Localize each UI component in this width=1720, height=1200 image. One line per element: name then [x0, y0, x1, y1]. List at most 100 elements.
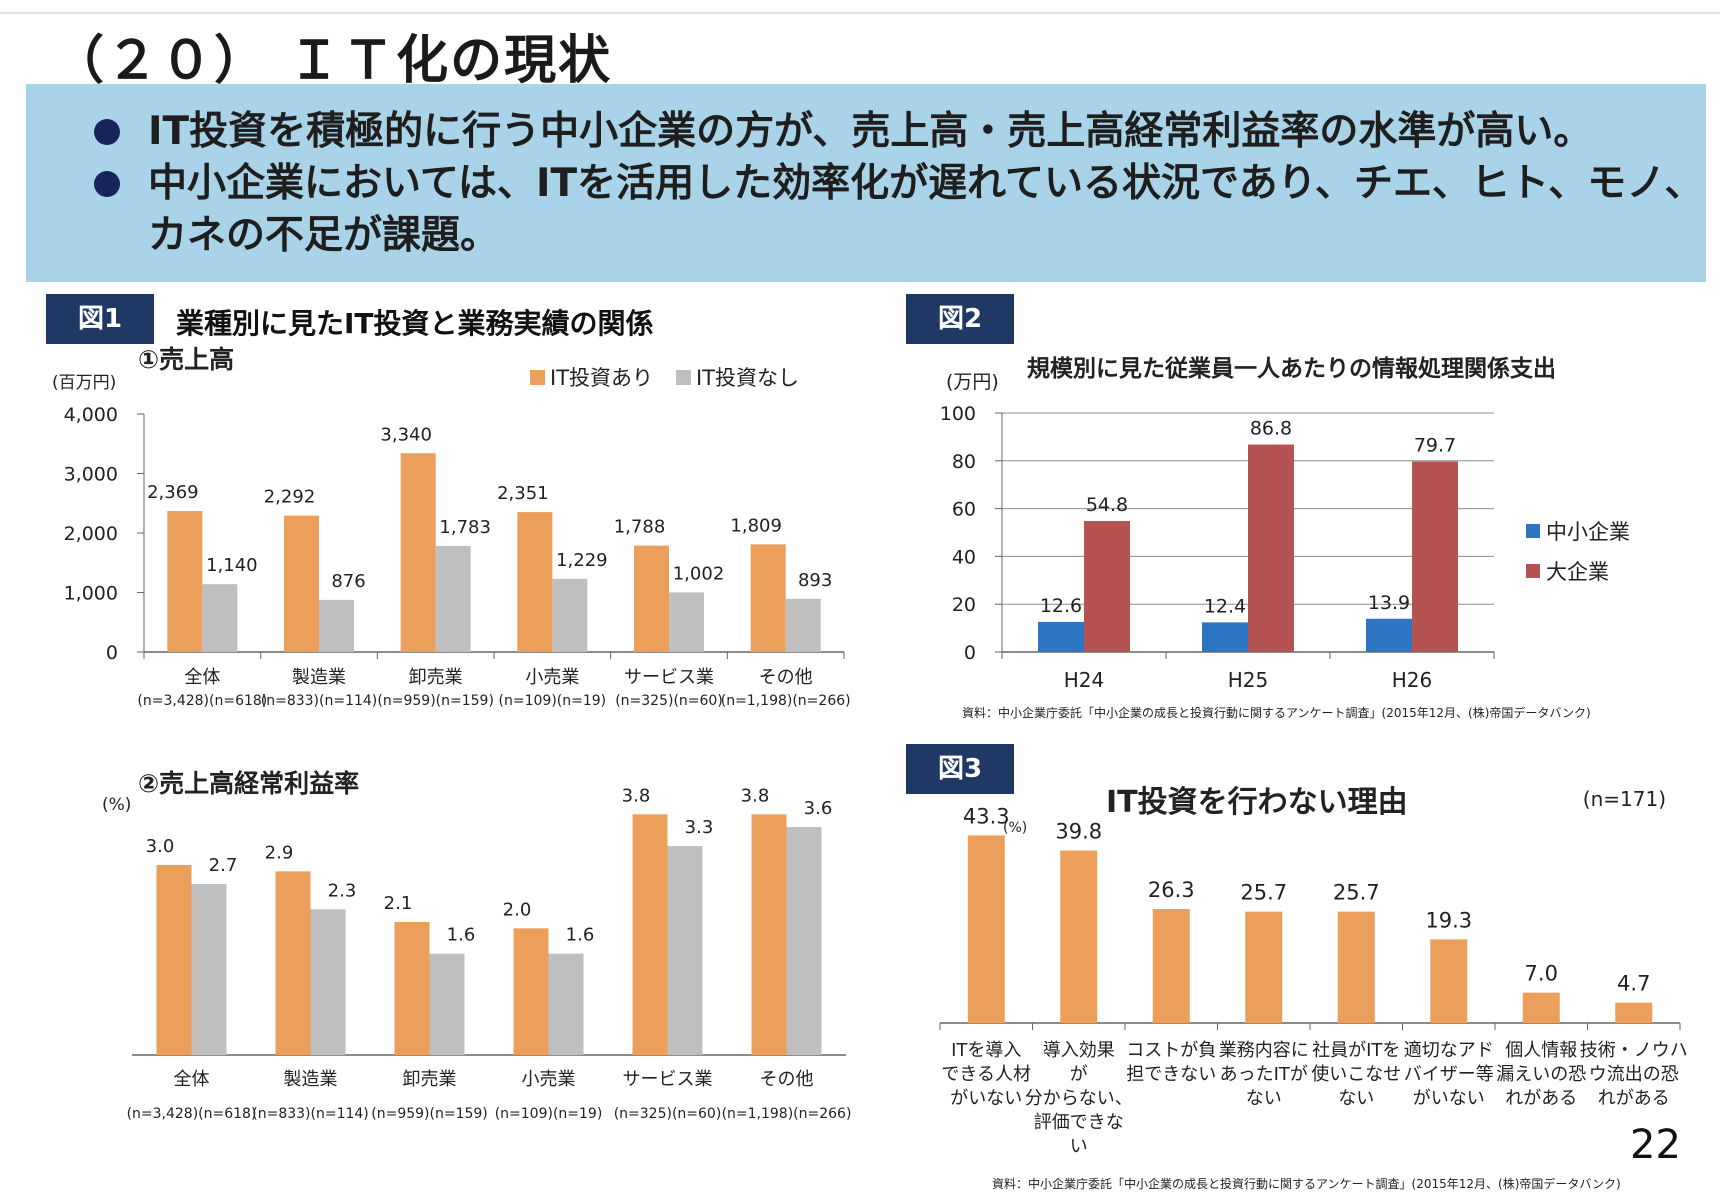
data-label: 2.0 [503, 899, 532, 920]
bar-reason [1615, 1002, 1653, 1023]
x-tick-label: 導入効果 [1043, 1040, 1115, 1061]
bar-sales-a [284, 515, 319, 652]
bar-it_spend-b [1084, 521, 1130, 652]
bar-sales-b [669, 592, 704, 652]
fig1-label: 図1 [46, 294, 154, 344]
data-label: 19.3 [1425, 908, 1472, 932]
x-tick-label: その他 [759, 667, 813, 688]
bar-margin-a [275, 871, 311, 1055]
x-tick-label: バイザー等 [1404, 1064, 1494, 1085]
chart-title: ②売上高経常利益率 [138, 769, 359, 798]
x-tick-label: ない [1246, 1088, 1282, 1109]
bar-sales-b [319, 599, 354, 652]
x-tick-label: がいない [1413, 1088, 1485, 1109]
page-number: 22 [1630, 1122, 1681, 1168]
chart-title: 規模別に見た従業員一人あたりの情報処理関係支出 [1027, 355, 1556, 382]
sample-size-label: (n=325)(n=60) [614, 1106, 722, 1122]
data-label: 2.1 [384, 893, 413, 914]
data-label: 1,783 [439, 517, 491, 538]
y-tick-label: 100 [940, 403, 976, 425]
bar-margin-a [394, 922, 430, 1055]
bar-sales-a [517, 512, 553, 652]
x-tick-label: 全体 [174, 1069, 210, 1090]
y-tick-label: 0 [964, 642, 976, 664]
legend-label: 大企業 [1546, 560, 1609, 584]
legend-swatch-sme [1526, 524, 1540, 538]
legend-swatch-large [1526, 564, 1540, 578]
bar-margin-b [429, 953, 465, 1055]
bar-reason [1245, 911, 1283, 1023]
bar-reason [1522, 992, 1560, 1023]
x-tick-label: ない [1338, 1088, 1374, 1109]
x-tick-label: コストが負 [1126, 1040, 1216, 1061]
bar-sales-b [785, 598, 821, 652]
y-tick-label: 80 [952, 451, 976, 473]
bar-it_spend-a [1038, 621, 1084, 652]
x-tick-label: 担できない [1126, 1064, 1216, 1085]
y-axis-label: (%) [102, 795, 131, 815]
x-tick-label: 卸売業 [403, 1069, 457, 1090]
page-title: （２０） ＩＴ化の現状 [52, 31, 613, 91]
sample-size-label: (n=109)(n=19) [495, 1106, 603, 1122]
data-label: 3.8 [741, 785, 770, 806]
source-note: 資料：中小企業庁委託「中小企業の成長と投資行動に関するアンケート調査」(2015… [962, 705, 1591, 720]
x-tick-label: 評価できな [1034, 1112, 1124, 1133]
data-label: 25.7 [1333, 881, 1380, 905]
legend-label: 中小企業 [1546, 520, 1630, 544]
data-label: 1,229 [556, 550, 608, 571]
legend-swatch-it-no [676, 370, 691, 385]
x-tick-label: 個人情報 [1505, 1040, 1577, 1061]
data-label: 2.9 [265, 842, 294, 863]
data-label: 876 [331, 571, 365, 592]
data-label: 1,788 [614, 517, 666, 538]
data-label: 3.6 [804, 798, 833, 819]
data-label: 7.0 [1525, 962, 1558, 986]
data-label: 26.3 [1148, 878, 1195, 902]
bar-margin-b [191, 884, 227, 1055]
bar-reason [1337, 911, 1375, 1023]
bar-sales-a [400, 453, 436, 652]
bar-sales-a [167, 511, 203, 652]
x-tick-label: れがある [1598, 1088, 1670, 1109]
sample-size-label: (n=833)(n=114) [252, 1106, 369, 1122]
x-tick-label: 卸売業 [409, 667, 463, 688]
bar-reason [1152, 909, 1190, 1023]
y-axis-label: (%) [1003, 820, 1027, 836]
sample-size-label: (n=1,198)(n=266) [722, 1106, 852, 1122]
data-label: 3,340 [380, 424, 432, 445]
summary-bullet-text: 中小企業においては、ITを活用した効率化が遅れている状況であり、チエ、ヒト、モノ… [148, 161, 1704, 258]
x-tick-label: が [1070, 1064, 1088, 1085]
fig1-title: 業種別に見たIT投資と業務実績の関係 [176, 307, 654, 340]
sample-size-label: (n=959)(n=159) [377, 693, 494, 709]
data-label: 3.3 [685, 817, 714, 838]
y-tick-label: 3,000 [64, 464, 118, 486]
data-label: 1.6 [447, 925, 476, 946]
x-tick-label: 漏えいの恐 [1496, 1064, 1586, 1085]
legend-label: IT投資なし [696, 366, 799, 390]
data-label: 3.8 [622, 785, 651, 806]
source-note: 資料：中小企業庁委託「中小企業の成長と投資行動に関するアンケート調査」(2015… [992, 1176, 1621, 1191]
x-tick-label: サービス業 [623, 1069, 713, 1090]
x-tick-label: できる人材 [941, 1064, 1031, 1085]
data-label: 43.3 [963, 804, 1010, 828]
bar-margin-b [310, 909, 346, 1055]
bar-sales-a [634, 545, 669, 652]
chart-title: IT投資を行わない理由 [1106, 785, 1408, 820]
bar-it_spend-b [1412, 461, 1458, 652]
sample-size-label: (n=3,428)(n=618) [127, 1106, 257, 1122]
legend-label: IT投資あり [550, 366, 653, 390]
x-tick-label: 使いこなせ [1311, 1064, 1401, 1085]
x-tick-label: 製造業 [284, 1069, 338, 1090]
x-tick-label: がいない [950, 1088, 1022, 1109]
x-tick-label: 社員がITを [1312, 1040, 1400, 1061]
data-label: 39.8 [1055, 820, 1102, 844]
bullet-dot-icon [94, 119, 120, 145]
data-label: 12.4 [1204, 595, 1246, 617]
sample-size-label: (n=325)(n=60) [615, 693, 723, 709]
data-label: 13.9 [1368, 592, 1410, 614]
y-axis-label: (百万円) [52, 373, 116, 393]
bar-reason [967, 835, 1005, 1023]
data-label: 79.7 [1414, 435, 1456, 457]
data-label: 1,002 [673, 563, 725, 584]
x-tick-label: H25 [1228, 668, 1269, 692]
